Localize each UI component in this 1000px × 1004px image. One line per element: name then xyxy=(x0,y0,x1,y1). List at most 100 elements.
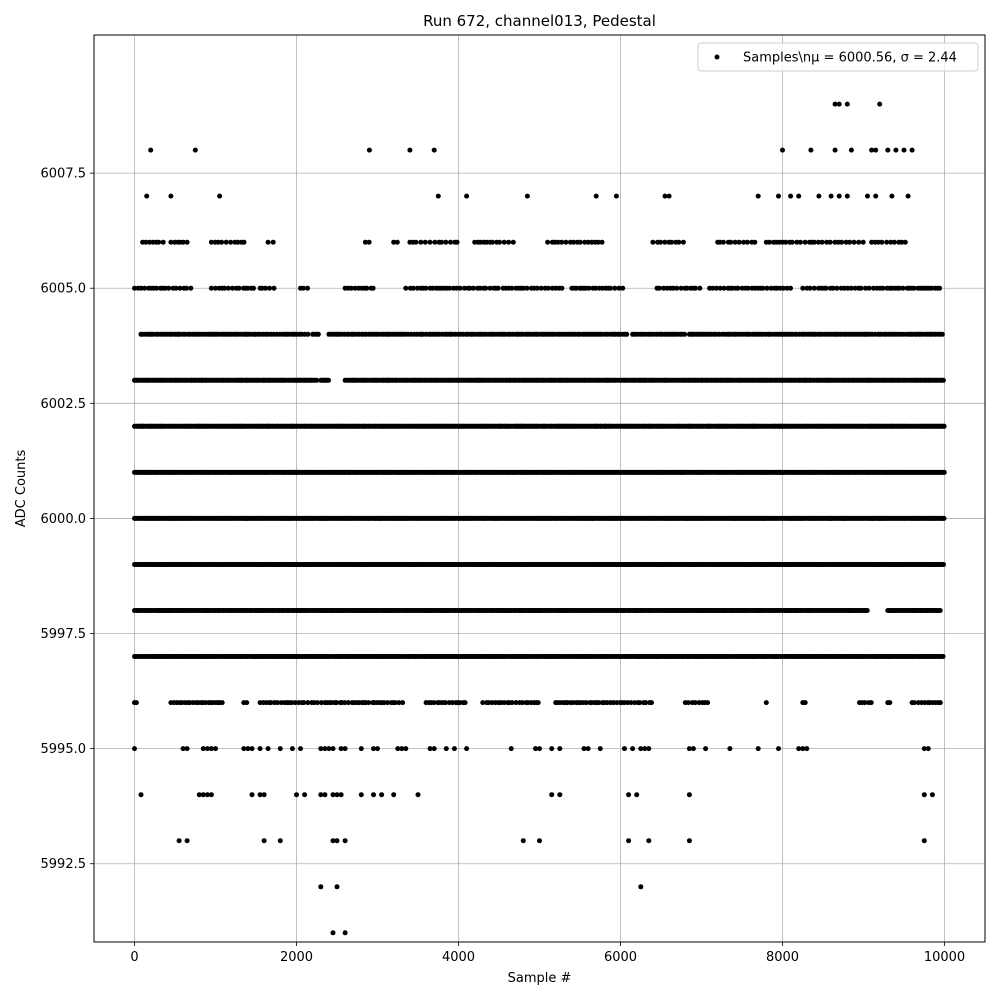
data-point xyxy=(942,516,947,521)
data-point xyxy=(168,194,173,199)
data-point xyxy=(650,240,655,245)
data-point xyxy=(423,240,428,245)
data-point xyxy=(496,286,501,291)
data-point xyxy=(497,240,502,245)
data-point xyxy=(906,194,911,199)
data-point xyxy=(697,286,702,291)
data-point xyxy=(219,240,224,245)
data-point xyxy=(852,240,857,245)
data-point xyxy=(224,240,229,245)
data-point xyxy=(148,148,153,153)
data-point xyxy=(693,286,698,291)
data-point xyxy=(594,194,599,199)
data-point xyxy=(837,194,842,199)
data-point xyxy=(820,240,825,245)
data-point xyxy=(614,194,619,199)
data-point xyxy=(166,286,171,291)
data-point xyxy=(578,240,583,245)
data-point xyxy=(796,194,801,199)
data-point xyxy=(845,194,850,199)
data-point xyxy=(824,286,829,291)
data-point xyxy=(885,148,890,153)
data-point xyxy=(545,240,550,245)
data-point xyxy=(865,608,870,613)
data-point xyxy=(800,286,805,291)
data-point xyxy=(161,240,166,245)
data-point xyxy=(251,286,256,291)
data-point xyxy=(413,240,418,245)
data-point xyxy=(272,286,277,291)
data-point xyxy=(847,240,852,245)
data-point xyxy=(865,194,870,199)
data-point xyxy=(559,286,564,291)
data-point xyxy=(829,194,834,199)
data-point xyxy=(185,240,190,245)
data-point xyxy=(861,240,866,245)
data-point xyxy=(458,286,463,291)
data-point xyxy=(938,608,943,613)
data-point xyxy=(798,240,803,245)
data-point xyxy=(418,240,423,245)
data-point xyxy=(940,332,945,337)
data-point xyxy=(808,148,813,153)
data-point xyxy=(193,148,198,153)
data-point xyxy=(837,102,842,107)
data-point xyxy=(144,194,149,199)
data-point xyxy=(490,240,495,245)
data-point xyxy=(237,286,242,291)
data-point xyxy=(464,194,469,199)
data-point xyxy=(436,194,441,199)
data-point xyxy=(674,286,679,291)
data-point xyxy=(902,148,907,153)
data-point xyxy=(873,148,878,153)
data-point xyxy=(834,286,839,291)
data-point xyxy=(681,240,686,245)
data-point xyxy=(788,194,793,199)
data-point xyxy=(432,148,437,153)
data-point xyxy=(428,240,433,245)
data-point xyxy=(316,332,321,337)
data-point xyxy=(901,286,906,291)
data-point xyxy=(367,148,372,153)
data-point xyxy=(267,286,272,291)
data-point xyxy=(658,240,663,245)
data-point xyxy=(600,240,605,245)
data-point xyxy=(788,286,793,291)
data-point xyxy=(893,148,898,153)
data-point xyxy=(502,240,507,245)
data-point xyxy=(242,240,247,245)
data-point xyxy=(903,240,908,245)
data-point xyxy=(752,240,757,245)
data-point xyxy=(443,240,448,245)
data-point xyxy=(364,286,369,291)
data-point xyxy=(828,240,833,245)
data-point xyxy=(676,240,681,245)
data-point xyxy=(790,240,795,245)
data-point xyxy=(624,332,629,337)
data-point xyxy=(455,240,460,245)
data-point xyxy=(867,286,872,291)
data-point xyxy=(803,240,808,245)
data-point xyxy=(188,286,193,291)
data-point xyxy=(228,240,233,245)
data-point xyxy=(266,240,271,245)
data-point xyxy=(937,286,942,291)
data-point xyxy=(745,240,750,245)
data-point xyxy=(395,240,400,245)
data-point xyxy=(892,240,897,245)
data-point xyxy=(879,240,884,245)
data-point xyxy=(942,470,947,475)
data-point xyxy=(367,240,372,245)
data-point xyxy=(403,286,408,291)
data-point xyxy=(559,240,564,245)
data-point xyxy=(941,562,946,567)
data-point xyxy=(839,240,844,245)
data-point xyxy=(721,240,726,245)
data-point xyxy=(873,194,878,199)
data-point xyxy=(608,286,613,291)
data-point xyxy=(849,148,854,153)
data-point xyxy=(728,240,733,245)
data-point xyxy=(217,194,222,199)
data-point xyxy=(184,286,189,291)
